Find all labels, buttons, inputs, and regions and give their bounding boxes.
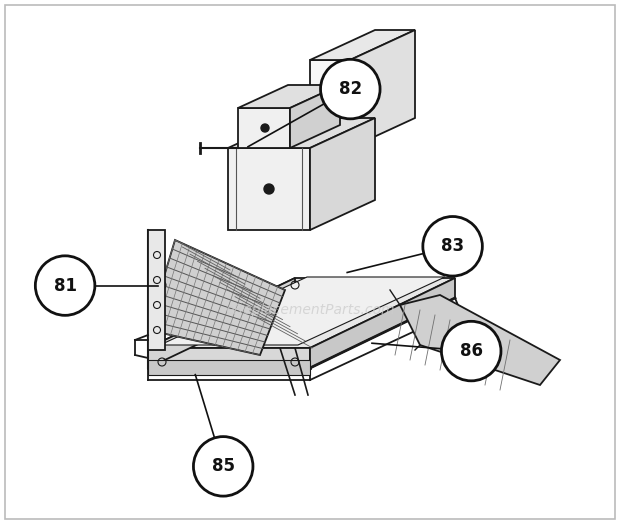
Circle shape: [193, 436, 253, 496]
Polygon shape: [310, 30, 415, 60]
Text: 81: 81: [53, 277, 77, 294]
Polygon shape: [400, 295, 560, 385]
Circle shape: [193, 436, 253, 496]
Polygon shape: [160, 277, 445, 345]
Circle shape: [441, 321, 501, 381]
Circle shape: [321, 59, 380, 119]
Text: eReplacementParts.com: eReplacementParts.com: [225, 303, 395, 317]
Circle shape: [261, 124, 269, 132]
Circle shape: [35, 256, 95, 315]
Circle shape: [321, 59, 380, 119]
Polygon shape: [228, 148, 310, 230]
Circle shape: [264, 184, 274, 194]
Text: 83: 83: [441, 237, 464, 255]
Polygon shape: [310, 278, 455, 368]
Polygon shape: [148, 230, 165, 350]
Polygon shape: [290, 85, 340, 148]
Polygon shape: [310, 60, 350, 148]
Polygon shape: [148, 348, 310, 368]
Circle shape: [423, 216, 482, 276]
Polygon shape: [310, 118, 375, 230]
Polygon shape: [238, 108, 290, 148]
Circle shape: [423, 216, 482, 276]
Polygon shape: [148, 240, 285, 355]
Polygon shape: [148, 278, 455, 348]
Polygon shape: [148, 360, 310, 375]
Polygon shape: [148, 278, 295, 368]
Text: 86: 86: [459, 342, 483, 360]
Text: 82: 82: [339, 80, 362, 98]
Circle shape: [35, 256, 95, 315]
Polygon shape: [350, 30, 415, 148]
Circle shape: [441, 321, 501, 381]
Text: 85: 85: [211, 457, 235, 475]
Polygon shape: [238, 85, 340, 108]
Polygon shape: [228, 118, 375, 148]
